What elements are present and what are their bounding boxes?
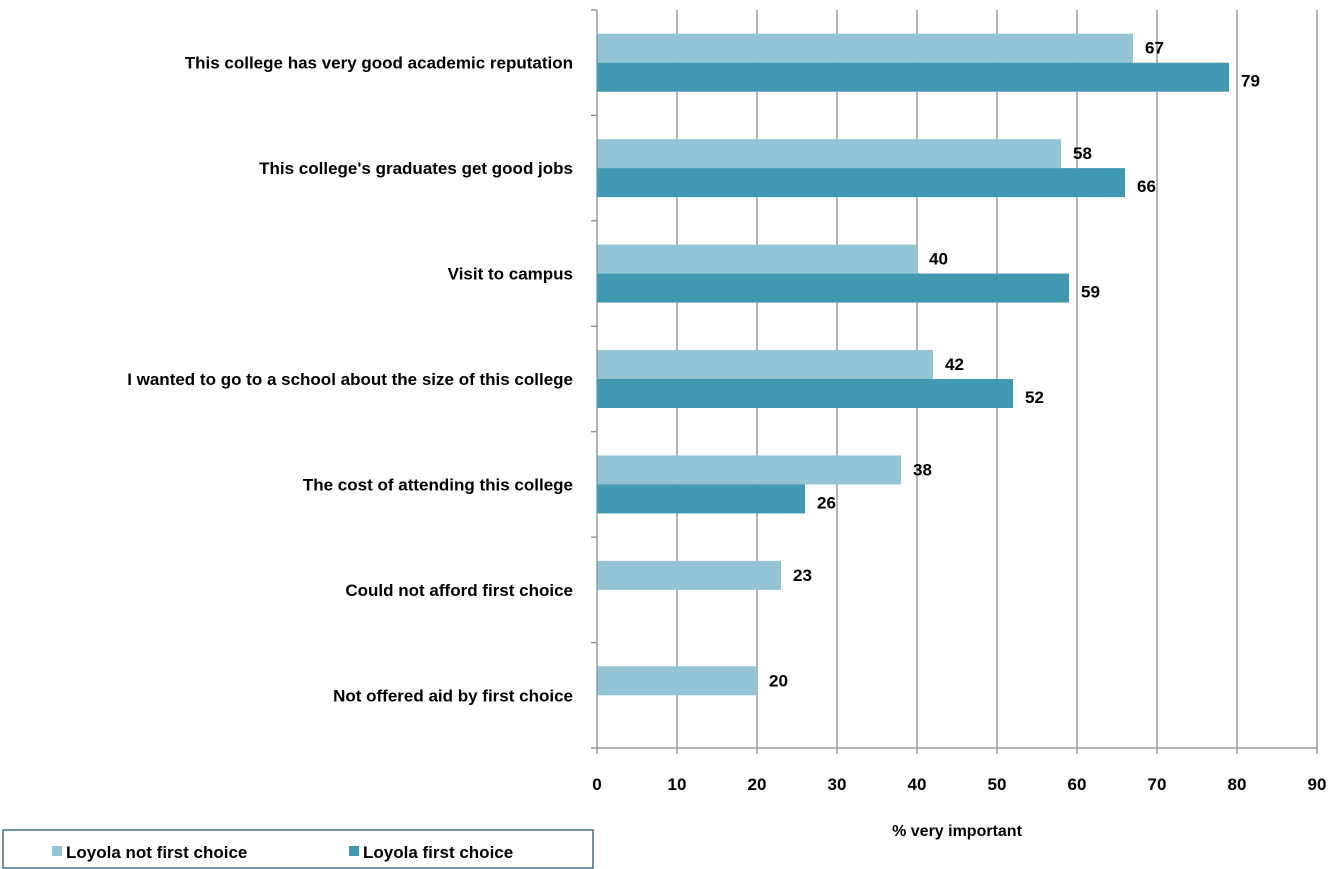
category-label: I wanted to go to a school about the siz…	[127, 370, 573, 389]
data-label: 58	[1073, 144, 1092, 163]
data-label: 67	[1145, 39, 1164, 58]
value-labels: 67 79 58 66 40 59 42 52 38 26 23 20	[769, 39, 1260, 691]
legend-box	[2, 829, 594, 869]
bar-not-first-choice	[597, 139, 1061, 169]
data-label: 38	[913, 460, 932, 479]
data-label: 66	[1137, 177, 1156, 196]
x-tick-label: 80	[1228, 775, 1247, 794]
x-tick-label: 50	[988, 775, 1007, 794]
category-labels: This college has very good academic repu…	[127, 54, 573, 706]
legend-swatch-not-first-choice	[52, 846, 62, 856]
category-label: This college's graduates get good jobs	[259, 159, 573, 178]
data-label: 42	[945, 355, 964, 374]
data-label: 52	[1025, 388, 1044, 407]
x-tick-label: 30	[828, 775, 847, 794]
category-label: Visit to campus	[448, 265, 573, 284]
data-label: 20	[769, 671, 788, 690]
category-label: The cost of attending this college	[303, 475, 573, 494]
legend: Loyola not first choice Loyola first cho…	[2, 829, 594, 869]
category-label: Could not afford first choice	[345, 581, 573, 600]
x-tick-label: 70	[1148, 775, 1167, 794]
bar-first-choice	[597, 379, 1013, 408]
data-label: 26	[817, 493, 836, 512]
legend-swatch-first-choice	[349, 846, 359, 856]
legend-label-not-first-choice: Loyola not first choice	[66, 843, 247, 862]
bar-first-choice	[597, 62, 1229, 92]
bar-first-choice	[597, 168, 1125, 198]
data-label: 23	[793, 566, 812, 585]
bar-not-first-choice	[597, 666, 757, 696]
axes	[591, 9, 1318, 754]
bar-first-choice	[597, 484, 805, 514]
x-tick-label: 20	[748, 775, 767, 794]
x-tick-label: 60	[1068, 775, 1087, 794]
data-label: 59	[1081, 283, 1100, 302]
data-label: 79	[1241, 72, 1260, 91]
bar-not-first-choice	[597, 244, 917, 274]
data-label: 40	[929, 250, 948, 269]
bar-not-first-choice	[597, 455, 901, 485]
category-label: This college has very good academic repu…	[185, 54, 573, 73]
bars	[597, 33, 1229, 696]
bar-first-choice	[597, 273, 1069, 303]
x-tick-labels: 0 10 20 30 40 50 60 70 80 90	[592, 775, 1326, 794]
x-tick-label: 10	[668, 775, 687, 794]
bar-not-first-choice	[597, 350, 933, 379]
category-label: Not offered aid by first choice	[333, 686, 573, 705]
legend-label-first-choice: Loyola first choice	[363, 843, 513, 862]
x-axis-title: % very important	[892, 823, 1022, 840]
bar-not-first-choice	[597, 560, 781, 590]
x-tick-label: 40	[908, 775, 927, 794]
bar-not-first-choice	[597, 33, 1133, 63]
x-tick-label: 0	[592, 775, 601, 794]
x-tick-label: 90	[1308, 775, 1327, 794]
